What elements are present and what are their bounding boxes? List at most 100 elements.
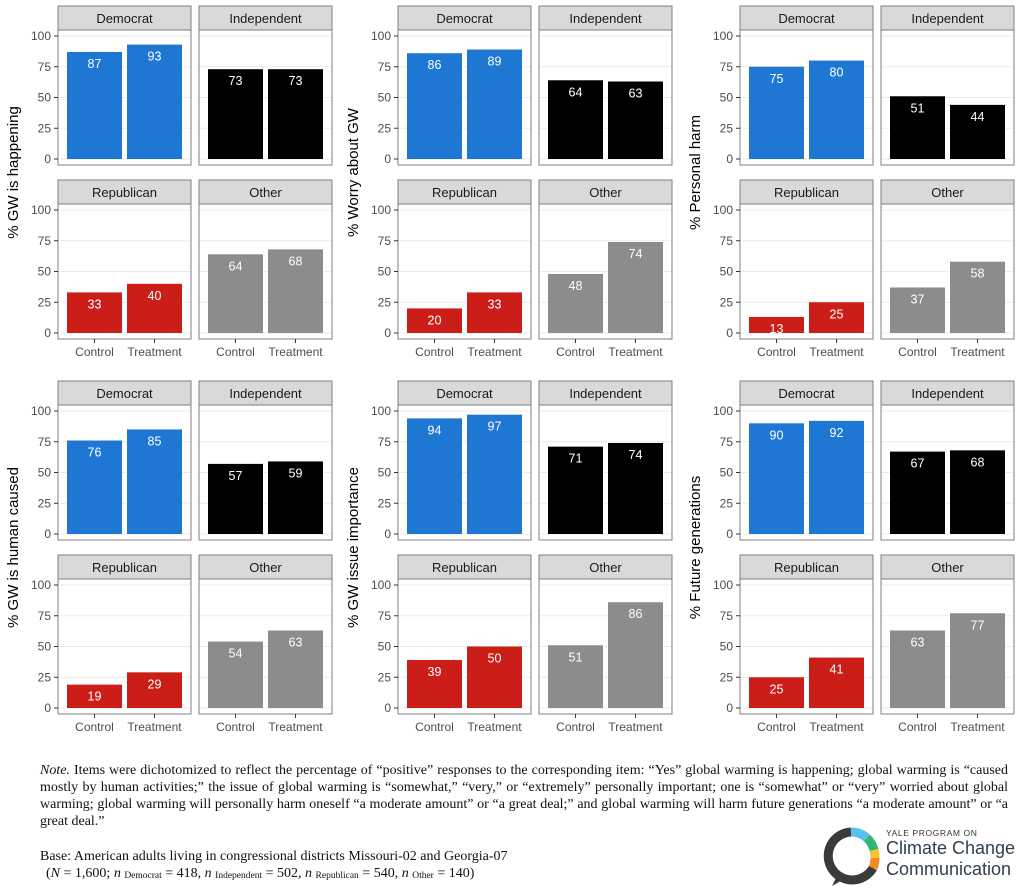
chart-gw-is-human-caused: % GW is human caused Democrat 76 85 0 25 50 75 1… xyxy=(5,380,333,734)
bar-treatment xyxy=(127,429,182,534)
facet-republican: Republican 33 40 0 25 50 75 100 Control Treatment xyxy=(31,179,192,359)
y-axis-label: % GW issue importance xyxy=(345,467,362,628)
data-label: 39 xyxy=(428,665,442,679)
y-tick-label: 75 xyxy=(720,609,734,623)
y-tick-label: 0 xyxy=(726,527,733,541)
y-tick-label: 50 xyxy=(38,466,52,480)
logo-line-1: Climate Change xyxy=(886,838,1016,858)
bar-control xyxy=(67,684,122,708)
bar-control xyxy=(890,287,945,333)
data-label: 57 xyxy=(229,469,243,483)
base-line: Base: American adults living in congress… xyxy=(40,849,508,864)
y-tick-label: 0 xyxy=(44,701,51,715)
data-label: 94 xyxy=(428,423,442,437)
logo-line-2: Communication xyxy=(886,859,1012,879)
y-tick-label: 50 xyxy=(378,466,392,480)
data-label: 51 xyxy=(911,101,925,115)
bar-control xyxy=(67,440,122,534)
y-tick-label: 75 xyxy=(38,234,52,248)
facet-strip-label: Democrat xyxy=(778,11,835,26)
facet-democrat: Democrat 94 97 0 25 50 75 100 xyxy=(371,380,532,541)
bar-treatment xyxy=(608,442,663,534)
data-label: 90 xyxy=(770,428,784,442)
data-label: 80 xyxy=(830,66,844,80)
bar-control xyxy=(548,273,603,333)
x-tick-label: Control xyxy=(415,345,454,359)
facet-strip-label: Independent xyxy=(229,11,302,26)
y-tick-label: 25 xyxy=(720,121,734,135)
data-label: 93 xyxy=(148,50,162,64)
facet-strip-label: Republican xyxy=(432,185,497,200)
bar-control xyxy=(548,446,603,534)
bar-treatment xyxy=(809,302,864,333)
y-tick-label: 50 xyxy=(38,640,52,654)
facet-democrat: Democrat 75 80 0 25 50 75 100 xyxy=(713,5,874,166)
x-tick-label: Treatment xyxy=(467,345,522,359)
y-tick-label: 50 xyxy=(720,466,734,480)
bar-treatment xyxy=(608,241,663,333)
y-tick-label: 50 xyxy=(378,640,392,654)
data-label: 19 xyxy=(88,690,102,704)
chart-worry-about-gw: % Worry about GW Democrat 86 89 0 25 50 75 100 In… xyxy=(345,5,673,359)
panel-border xyxy=(880,578,1015,715)
y-tick-label: 0 xyxy=(726,701,733,715)
data-label: 89 xyxy=(488,55,502,69)
x-tick-label: Control xyxy=(556,345,595,359)
y-tick-label: 100 xyxy=(713,578,733,592)
data-label: 33 xyxy=(88,297,102,311)
x-tick-label: Treatment xyxy=(127,345,182,359)
x-tick-label: Control xyxy=(757,345,796,359)
data-label: 54 xyxy=(229,647,243,661)
facet-other: Other 54 63 Control Treatment xyxy=(198,554,333,734)
bar-treatment xyxy=(467,414,522,534)
panel-border xyxy=(538,404,673,541)
data-label: 25 xyxy=(770,682,784,696)
data-label: 63 xyxy=(911,636,925,650)
data-label: 40 xyxy=(148,289,162,303)
data-label: 74 xyxy=(629,247,643,261)
facet-strip-label: Republican xyxy=(92,185,157,200)
x-tick-label: Control xyxy=(757,720,796,734)
data-label: 37 xyxy=(911,292,925,306)
facet-democrat: Democrat 86 89 0 25 50 75 100 xyxy=(371,5,532,166)
y-tick-label: 100 xyxy=(31,203,51,217)
panel-border xyxy=(880,29,1015,166)
n-group-republican: Republican xyxy=(315,871,359,881)
bar-control xyxy=(548,645,603,708)
logo-ring-icon xyxy=(823,827,880,886)
y-tick-label: 100 xyxy=(371,203,391,217)
panel-border xyxy=(538,29,673,166)
y-tick-label: 50 xyxy=(38,265,52,279)
y-tick-label: 25 xyxy=(38,670,52,684)
y-tick-label: 25 xyxy=(378,496,392,510)
y-tick-label: 100 xyxy=(371,578,391,592)
n-symbol: n xyxy=(305,866,313,881)
y-tick-label: 100 xyxy=(713,203,733,217)
facet-strip-label: Other xyxy=(931,185,964,200)
bar-treatment xyxy=(950,613,1005,708)
n-symbol: n xyxy=(113,866,121,881)
data-label: 58 xyxy=(971,267,985,281)
data-label: 86 xyxy=(428,58,442,72)
yale-climate-logo: YALE PROGRAM ON Climate Change Communica… xyxy=(820,824,1020,890)
note-lead: Note. xyxy=(40,763,70,778)
y-tick-label: 75 xyxy=(378,60,392,74)
facet-strip-label: Independent xyxy=(911,386,984,401)
data-label: 64 xyxy=(229,259,243,273)
bar-control xyxy=(890,96,945,159)
facet-strip-label: Republican xyxy=(774,560,839,575)
data-label: 97 xyxy=(488,420,502,434)
data-label: 73 xyxy=(289,74,303,88)
data-label: 86 xyxy=(629,607,643,621)
y-tick-label: 75 xyxy=(720,435,734,449)
facet-strip-label: Other xyxy=(589,560,622,575)
data-label: 25 xyxy=(830,307,844,321)
bar-control xyxy=(208,463,263,534)
facet-strip-label: Republican xyxy=(774,185,839,200)
facet-strip-label: Independent xyxy=(569,11,642,26)
bar-treatment xyxy=(950,450,1005,534)
facet-strip xyxy=(739,5,874,31)
bar-control xyxy=(749,317,804,333)
chart-personal-harm: % Personal harm Democrat 75 80 0 25 50 75 100 Ind… xyxy=(687,5,1015,359)
y-tick-label: 25 xyxy=(38,295,52,309)
